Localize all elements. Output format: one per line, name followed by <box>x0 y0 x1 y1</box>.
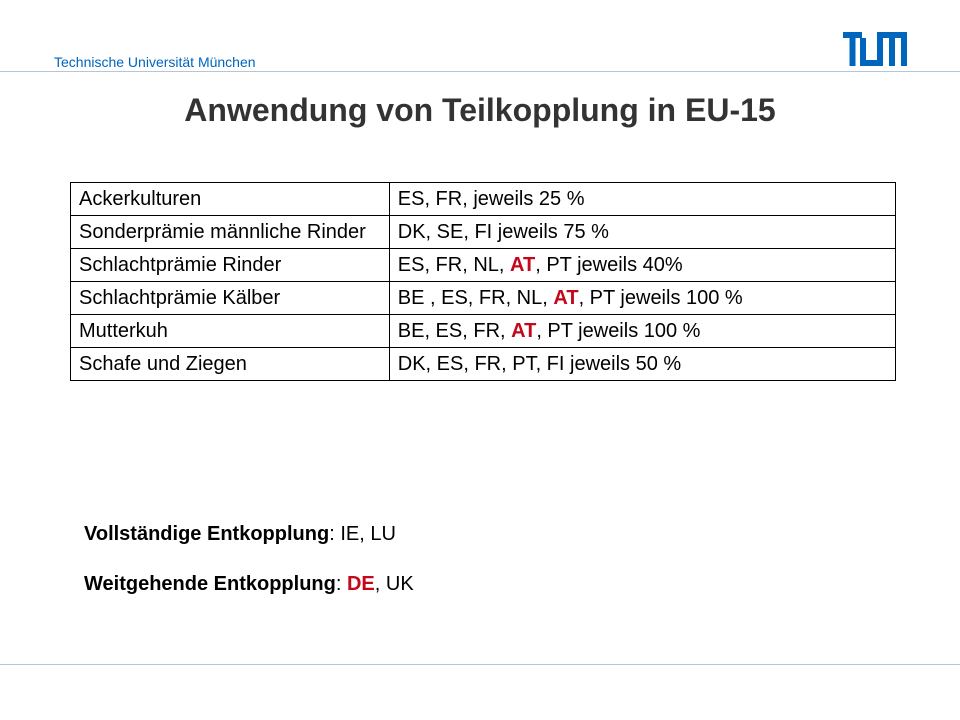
countries-text-rest: , PT jeweils 100 % <box>578 287 743 309</box>
measure-cell: Schlachtprämie Kälber <box>70 281 390 315</box>
table-row: Schlachtprämie Kälber BE , ES, FR, NL, A… <box>70 281 897 315</box>
organization-name: Technische Universität München <box>54 54 256 70</box>
countries-text: BE , ES, FR, NL, <box>397 287 554 309</box>
countries-text-rest: , PT jeweils 100 % <box>536 320 701 342</box>
partial-decoupling-value: , UK <box>374 573 414 595</box>
footer-divider <box>0 664 960 665</box>
table-row: Sonderprämie männliche Rinder DK, SE, FI… <box>70 215 897 249</box>
countries-cell: ES, FR, jeweils 25 % <box>388 182 897 216</box>
table-row: Ackerkulturen ES, FR, jeweils 25 % <box>70 182 897 216</box>
countries-text: ES, FR, NL, <box>397 254 511 276</box>
header-divider <box>0 71 960 72</box>
table-row: Schafe und Ziegen DK, ES, FR, PT, FI jew… <box>70 347 897 381</box>
measure-cell: Schlachtprämie Rinder <box>70 248 390 282</box>
measure-cell: Mutterkuh <box>70 314 390 348</box>
table-row: Mutterkuh BE, ES, FR, AT, PT jeweils 100… <box>70 314 897 348</box>
table-row: Schlachtprämie Rinder ES, FR, NL, AT, PT… <box>70 248 897 282</box>
countries-cell: BE , ES, FR, NL, AT, PT jeweils 100 % <box>388 281 897 315</box>
highlight-country: AT <box>553 287 579 309</box>
highlight-country: AT <box>510 254 536 276</box>
countries-text: DK, SE, FI jeweils 75 % <box>397 221 609 243</box>
full-decoupling-separator: : <box>329 523 341 545</box>
full-decoupling-value: IE, LU <box>340 523 396 545</box>
partial-decoupling-highlight: DE <box>346 573 375 595</box>
countries-text: DK, ES, FR, PT, FI jeweils 50 % <box>397 353 682 375</box>
countries-text-rest: , PT jeweils 40% <box>535 254 683 276</box>
measure-cell: Ackerkulturen <box>70 182 390 216</box>
partial-decoupling-line: Weitgehende Entkopplung: DE, UK <box>84 573 414 596</box>
measure-cell: Sonderprämie männliche Rinder <box>70 215 390 249</box>
tum-logo-icon <box>843 32 907 66</box>
slide-title: Anwendung von Teilkopplung in EU-15 <box>184 92 776 128</box>
countries-text: BE, ES, FR, <box>397 320 512 342</box>
full-decoupling-label: Vollständige Entkopplung <box>84 523 330 545</box>
countries-cell: DK, SE, FI jeweils 75 % <box>388 215 897 249</box>
highlight-country: AT <box>511 320 537 342</box>
partial-decoupling-separator: : <box>335 573 347 595</box>
countries-cell: DK, ES, FR, PT, FI jeweils 50 % <box>388 347 897 381</box>
countries-cell: ES, FR, NL, AT, PT jeweils 40% <box>388 248 897 282</box>
countries-text: ES, FR, jeweils 25 % <box>397 188 585 210</box>
full-decoupling-line: Vollständige Entkopplung: IE, LU <box>84 523 396 546</box>
measure-cell: Schafe und Ziegen <box>70 347 390 381</box>
coupling-table: Ackerkulturen ES, FR, jeweils 25 % Sonde… <box>70 182 897 381</box>
partial-decoupling-label: Weitgehende Entkopplung <box>84 573 336 595</box>
countries-cell: BE, ES, FR, AT, PT jeweils 100 % <box>388 314 897 348</box>
